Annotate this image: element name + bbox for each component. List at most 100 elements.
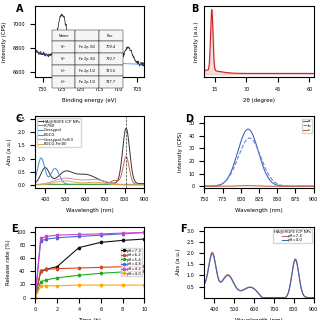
b	[248, 136, 252, 140]
Text: A: A	[16, 4, 23, 13]
Line: pH=4.0: pH=4.0	[204, 254, 314, 298]
pH=4.0	[222, 277, 226, 281]
pH=4.2	[99, 232, 103, 236]
pH=4.0	[267, 296, 271, 300]
pH=4.0	[39, 284, 43, 288]
EGCG	[98, 183, 102, 187]
pH=5.4	[44, 278, 48, 282]
Line: Gossypol: Gossypol	[35, 158, 144, 184]
Gossypol-Fe(III)	[98, 178, 102, 182]
EGCG	[116, 183, 119, 187]
EGCG	[83, 183, 87, 187]
EGCG-Fe(III)	[98, 180, 102, 184]
pH=7.4	[285, 294, 289, 298]
Gossypol	[53, 167, 57, 171]
b	[282, 184, 285, 188]
pH=4.8	[121, 232, 124, 236]
EGCG-Fe(III)	[142, 183, 146, 187]
pH=4.2	[39, 236, 43, 240]
pH=4.2	[55, 233, 59, 237]
Line: pH=4.0: pH=4.0	[34, 284, 145, 299]
pH=4.2	[142, 231, 146, 235]
X-axis label: Time (h): Time (h)	[78, 318, 101, 320]
EGCG-Fe(III)	[63, 179, 67, 183]
IR780	[83, 182, 86, 186]
pH=7.4	[267, 296, 271, 300]
pH=5.4	[142, 269, 146, 273]
Y-axis label: Abs (a.u.): Abs (a.u.)	[176, 249, 181, 276]
HA@IRGFE ICP NPs	[142, 182, 146, 186]
IR780	[61, 182, 65, 186]
pH=6.2	[77, 266, 81, 270]
pH=4.0	[142, 283, 146, 287]
pH=7.4	[99, 240, 103, 244]
pH=4.0	[77, 283, 81, 287]
Y-axis label: Intensity (CPS): Intensity (CPS)	[3, 22, 7, 62]
Gossypol	[39, 156, 43, 160]
pH=7.4	[77, 246, 81, 250]
EGCG	[33, 183, 37, 187]
Gossypol	[142, 182, 146, 186]
pH=7.4	[312, 296, 316, 300]
Gossypol	[61, 180, 65, 184]
a	[282, 184, 286, 188]
Legend: a, b, c: a, b, c	[302, 119, 311, 133]
pH=4.0	[252, 287, 256, 291]
pH=6.2	[99, 265, 103, 269]
pH=4.2	[77, 233, 81, 236]
IR780	[124, 155, 128, 159]
a	[238, 142, 242, 146]
pH=6.2	[39, 269, 43, 273]
pH=5.4	[121, 270, 124, 274]
Legend: HA@IRGFE ICP NPs, IR780, Gossypol, EGCG, Gossypol-Fe(III), EGCG-Fe(III): HA@IRGFE ICP NPs, IR780, Gossypol, EGCG,…	[37, 118, 81, 147]
pH=4.8	[39, 239, 43, 243]
IR780	[33, 182, 37, 186]
EGCG-Fe(III)	[106, 182, 110, 186]
Line: HA@IRGFE ICP NPs: HA@IRGFE ICP NPs	[35, 128, 144, 184]
Line: EGCG-Fe(III): EGCG-Fe(III)	[35, 181, 144, 185]
EGCG	[55, 183, 59, 187]
pH=7.4	[260, 296, 264, 300]
pH=4.2	[44, 235, 48, 238]
a	[282, 184, 285, 188]
pH=7.4	[203, 282, 206, 286]
pH=4.8	[77, 235, 81, 238]
Gossypol-Fe(III)	[83, 178, 87, 182]
pH=4.0	[312, 296, 316, 300]
Line: pH=4.2: pH=4.2	[34, 231, 145, 299]
Text: D: D	[185, 114, 193, 124]
EGCG	[52, 183, 56, 187]
pH=6.2	[142, 264, 146, 268]
EGCG-Fe(III)	[61, 179, 65, 183]
IR780	[106, 181, 110, 185]
pH=7.4	[44, 268, 48, 271]
pH=4.0	[121, 283, 124, 287]
pH=4.0	[285, 294, 289, 298]
pH=4.0	[260, 296, 264, 300]
Line: pH=7.4: pH=7.4	[34, 238, 145, 299]
b	[271, 179, 275, 183]
pH=5.4	[33, 296, 37, 300]
b	[203, 184, 206, 188]
Gossypol	[107, 182, 110, 186]
IR780	[116, 179, 119, 183]
pH=5.4	[39, 280, 43, 284]
c	[271, 184, 275, 188]
pH=4.8	[99, 233, 103, 237]
c	[216, 184, 220, 188]
a	[246, 127, 250, 131]
IR780	[52, 182, 56, 186]
c	[246, 184, 250, 188]
pH=4.0	[203, 282, 206, 286]
Legend: pH=7.4, pH=6.2, pH=5.4, pH=4.8, pH=4.2, pH=4.0: pH=7.4, pH=6.2, pH=5.4, pH=4.8, pH=4.2, …	[121, 248, 142, 276]
EGCG-Fe(III)	[116, 183, 119, 187]
pH=7.4	[276, 296, 280, 300]
Legend: pH=7.4, pH=4.0: pH=7.4, pH=4.0	[273, 228, 312, 243]
c	[282, 184, 286, 188]
pH=6.2	[44, 268, 48, 271]
pH=7.4	[55, 265, 59, 268]
Line: IR780: IR780	[35, 157, 144, 184]
HA@IRGFE ICP NPs	[83, 172, 86, 176]
HA@IRGFE ICP NPs	[61, 170, 65, 174]
pH=4.0	[276, 296, 280, 300]
